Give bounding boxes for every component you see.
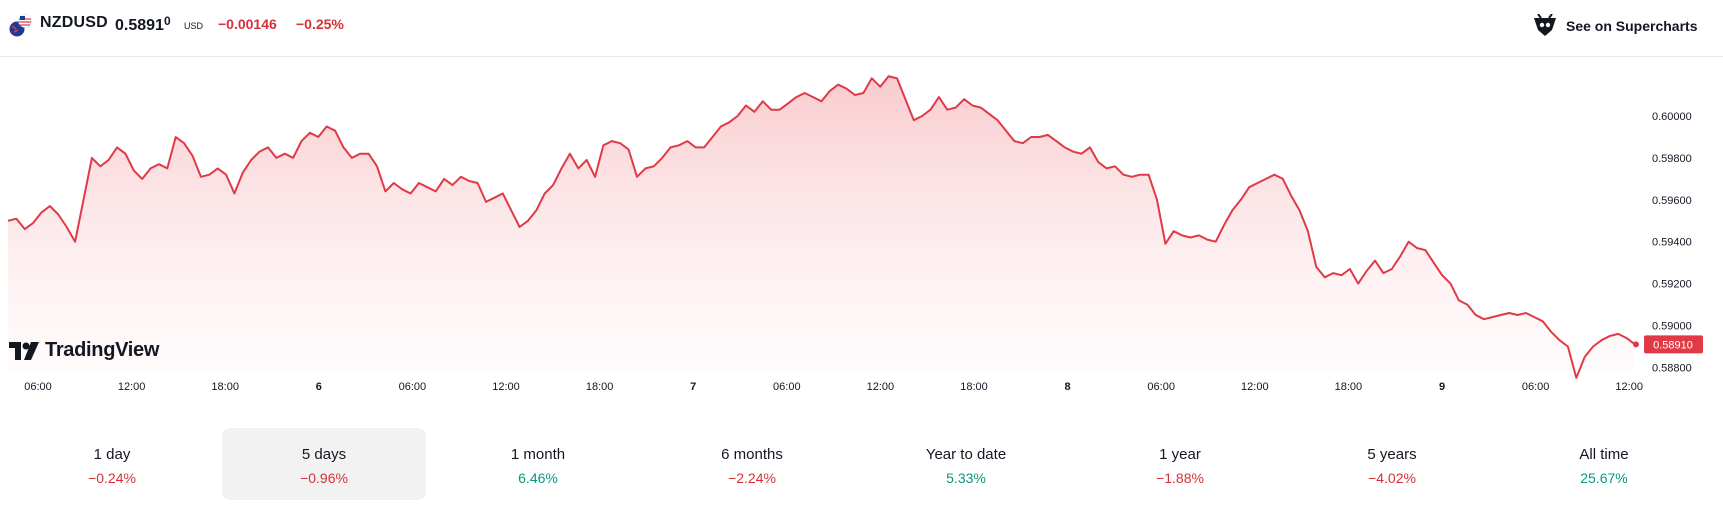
x-tick-label: 06:00 <box>1522 381 1550 393</box>
x-tick-label: 06:00 <box>773 381 801 393</box>
period-5-days[interactable]: 5 days −0.96% <box>222 428 426 500</box>
change-absolute: −0.00146 <box>218 16 277 32</box>
price-chart[interactable]: 0.60000 0.59800 0.59600 0.59400 0.59200 0.590… <box>0 60 1723 410</box>
y-tick-label: 0.59400 <box>1652 237 1692 249</box>
period-value: −0.24% <box>88 470 136 486</box>
y-tick-label: 0.59200 <box>1652 279 1692 291</box>
x-tick-label: 18:00 <box>960 381 988 393</box>
y-tick-label: 0.59000 <box>1652 321 1692 333</box>
period-value: −2.24% <box>728 470 776 486</box>
tv-logo-icon <box>9 341 39 360</box>
price-line <box>7 75 1636 379</box>
last-price: 0.58910 <box>115 14 171 35</box>
period-value: −1.88% <box>1156 470 1204 486</box>
price-main: 0.5891 <box>115 17 164 34</box>
period-1-month[interactable]: 1 month 6.46% <box>436 428 640 500</box>
y-tick-label: 0.59600 <box>1652 195 1692 207</box>
period-value: −0.96% <box>300 470 348 486</box>
period-label: Year to date <box>925 446 1007 463</box>
see-on-supercharts-button[interactable]: See on Supercharts <box>1532 12 1698 40</box>
tradingview-bull-icon <box>1534 14 1556 36</box>
last-price-badge-text: 0.58910 <box>1653 339 1693 351</box>
x-tick-label: 18:00 <box>211 381 239 393</box>
period-label: 1 day <box>93 446 131 463</box>
x-tick-label: 9 <box>1439 381 1445 393</box>
x-tick-label: 7 <box>690 381 696 393</box>
x-tick-label: 8 <box>1065 381 1071 393</box>
tradingview-logo-text: TradingView <box>45 339 160 361</box>
period-all-time[interactable]: All time 25.67% <box>1502 428 1706 500</box>
price-last-digit: 0 <box>163 14 171 28</box>
period-value: 5.33% <box>946 470 986 486</box>
period-label: 5 days <box>301 446 347 463</box>
last-price-dot <box>1633 341 1639 348</box>
period-label: 6 months <box>721 446 783 463</box>
nz-us-flag-icon <box>8 14 32 38</box>
x-tick-label: 06:00 <box>1147 381 1175 393</box>
x-tick-label: 12:00 <box>1241 381 1269 393</box>
performance-periods: 1 day −0.24% 5 days −0.96% 1 month 6.46%… <box>0 428 1723 504</box>
x-tick-label: 06:00 <box>399 381 427 393</box>
x-tick-label: 06:00 <box>24 381 52 393</box>
period-value: 6.46% <box>518 470 558 486</box>
x-tick-label: 6 <box>316 381 322 393</box>
tradingview-logo[interactable]: TradingView <box>9 339 159 362</box>
period-label: 1 month <box>510 446 566 463</box>
period-1-year[interactable]: 1 year −1.88% <box>1078 428 1282 500</box>
y-tick-label: 0.60000 <box>1652 111 1692 123</box>
period-6-months[interactable]: 6 months −2.24% <box>650 428 854 500</box>
period-5-years[interactable]: 5 years −4.02% <box>1290 428 1494 500</box>
last-price-badge <box>1644 335 1703 354</box>
period-label: 1 year <box>1159 446 1201 463</box>
period-year-to-date[interactable]: Year to date 5.33% <box>864 428 1068 500</box>
x-tick-label: 18:00 <box>1335 381 1363 393</box>
supercharts-label: See on Supercharts <box>1566 18 1698 34</box>
x-tick-label: 12:00 <box>492 381 520 393</box>
x-tick-label: 12:00 <box>118 381 146 393</box>
period-1-day[interactable]: 1 day −0.24% <box>10 428 214 500</box>
period-label: 5 years <box>1367 446 1417 463</box>
header-bar: NZDUSD 0.58910 USD −0.00146 −0.25% See o… <box>0 0 1723 57</box>
change-percent: −0.25% <box>296 16 344 32</box>
period-label: All time <box>1579 446 1629 463</box>
x-tick-label: 18:00 <box>586 381 614 393</box>
symbol-name: NZDUSD <box>40 14 108 31</box>
y-tick-label: 0.59800 <box>1652 153 1692 165</box>
period-value: −4.02% <box>1368 470 1416 486</box>
x-tick-label: 12:00 <box>1615 381 1643 393</box>
period-value: 25.67% <box>1580 470 1628 486</box>
currency-label: USD <box>184 21 204 31</box>
x-tick-label: 12:00 <box>867 381 895 393</box>
y-tick-label: 0.58800 <box>1652 362 1692 374</box>
price-area <box>8 76 1635 378</box>
